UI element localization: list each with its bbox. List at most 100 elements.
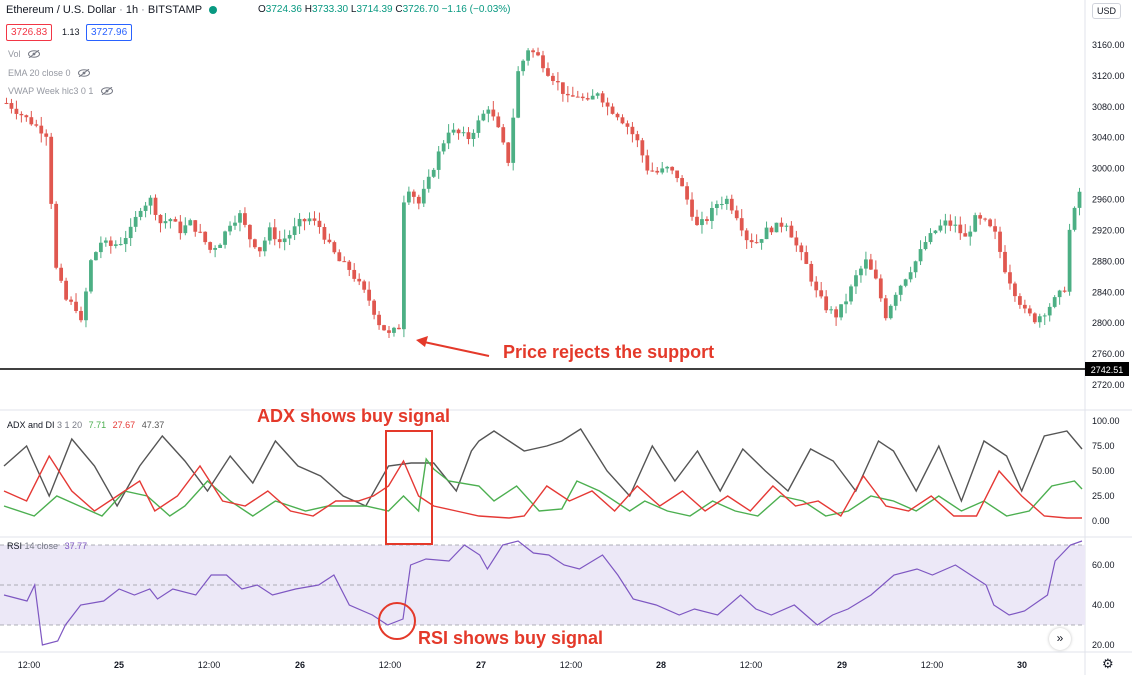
adx-legend[interactable]: ADX and DI 3 1 20 7.71 27.67 47.37 (7, 420, 165, 430)
candle-body (526, 50, 530, 61)
candle-body (79, 310, 83, 321)
candle-body (34, 124, 39, 126)
candle-body (461, 132, 466, 134)
time-tick-label: 28 (656, 660, 666, 670)
candle-body (536, 52, 540, 56)
candle-body (645, 155, 650, 171)
candle-body (19, 113, 24, 116)
candle-body (74, 301, 78, 311)
vwap-legend[interactable]: VWAP Week hlc3 0 1 (8, 86, 113, 96)
eye-off-icon[interactable] (78, 69, 91, 77)
candle-body (729, 198, 734, 211)
candle-body (441, 143, 446, 152)
candle-body (714, 204, 719, 208)
support-price-label-bg (1085, 362, 1129, 376)
candle-body (282, 238, 287, 243)
candle-body (695, 216, 699, 226)
candle-body (277, 239, 282, 243)
candle-body (705, 219, 709, 221)
price-tick-label: 3080.00 (1092, 102, 1125, 112)
candle-body (943, 220, 948, 226)
eye-off-icon[interactable] (28, 50, 41, 58)
price-tick-label: 3160.00 (1092, 40, 1125, 50)
rsi-tick-label: 40.00 (1092, 600, 1115, 610)
candle-body (84, 291, 88, 321)
candle-body (620, 117, 625, 124)
candle-body (565, 93, 570, 96)
candle-body (1022, 304, 1027, 309)
candle-body (744, 230, 749, 241)
candle-body (392, 327, 396, 333)
interval-label[interactable]: 1h (125, 4, 139, 16)
candle-body (49, 136, 54, 204)
candle-body (685, 186, 689, 200)
candle-body (243, 213, 247, 225)
candle-body (724, 198, 729, 205)
candle-body (322, 227, 327, 240)
candle-body (357, 278, 362, 282)
vol-legend[interactable]: Vol (8, 49, 41, 59)
ema-legend[interactable]: EMA 20 close 0 (8, 68, 91, 78)
candle-body (14, 108, 19, 114)
candle-body (272, 227, 277, 240)
candle-body (138, 210, 143, 217)
candle-body (998, 231, 1002, 252)
rsi-annotation: RSI shows buy signal (418, 628, 604, 648)
candle-body (1008, 272, 1012, 284)
gear-icon[interactable]: ⚙ (1102, 656, 1114, 671)
price-tick-label: 2960.00 (1092, 195, 1125, 205)
spread-value: 1.13 (62, 27, 80, 37)
currency-button[interactable]: USD (1092, 3, 1122, 19)
candle-body (1013, 283, 1017, 297)
eye-off-icon[interactable] (100, 87, 113, 95)
candle-body (804, 252, 809, 264)
rsi-legend[interactable]: RSI 14 close 37.77 (7, 541, 88, 551)
buy-price-button[interactable]: 3727.96 (86, 24, 133, 41)
candle-body (650, 170, 655, 172)
candle-body (431, 169, 436, 177)
candle-body (873, 269, 878, 279)
candle-body (774, 222, 779, 233)
candle-body (496, 116, 501, 128)
candle-body (108, 240, 113, 246)
candle-body (228, 225, 232, 232)
candle-body (511, 117, 516, 163)
candle-body (54, 203, 59, 268)
candle-body (123, 238, 128, 245)
candle-body (913, 261, 918, 273)
time-tick-label: 25 (114, 660, 124, 670)
candle-body (655, 170, 660, 173)
price-tick-label: 3120.00 (1092, 71, 1125, 81)
candle-body (163, 221, 168, 224)
candle-body (938, 225, 943, 231)
forward-icon[interactable]: » (1049, 628, 1071, 650)
candle-body (446, 132, 451, 144)
candle-body (521, 60, 526, 72)
candle-body (252, 239, 257, 248)
candle-body (700, 219, 704, 226)
sell-price-button[interactable]: 3726.83 (6, 24, 53, 41)
candle-body (1018, 296, 1022, 305)
candle-body (585, 98, 590, 100)
candle-body (710, 207, 714, 221)
candle-body (267, 227, 272, 241)
candle-body (719, 204, 724, 206)
candle-body (883, 298, 888, 319)
candle-body (575, 96, 580, 98)
candle-body (983, 218, 988, 220)
adx-series-di_minus (3, 454, 1082, 519)
candle-body (546, 68, 550, 76)
candle-body (337, 252, 342, 262)
candle-body (541, 55, 545, 69)
candle-body (481, 113, 486, 121)
candle-body (347, 261, 352, 270)
candle-body (317, 220, 322, 228)
price-tick-label: 2920.00 (1092, 225, 1125, 235)
adx-tick-label: 100.00 (1092, 416, 1120, 426)
candle-body (59, 267, 64, 281)
time-tick-label: 26 (295, 660, 305, 670)
candle-body (809, 263, 814, 282)
candle-body (893, 294, 898, 306)
symbol-name[interactable]: Ethereum / U.S. Dollar (6, 4, 117, 16)
